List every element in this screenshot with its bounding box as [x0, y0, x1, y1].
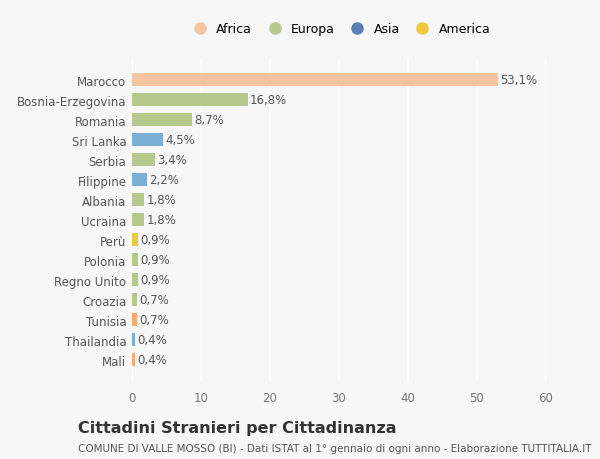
Text: 0,7%: 0,7%: [139, 313, 169, 326]
Text: Cittadini Stranieri per Cittadinanza: Cittadini Stranieri per Cittadinanza: [78, 420, 397, 435]
Bar: [132, 353, 135, 366]
Bar: [132, 94, 248, 107]
Text: 53,1%: 53,1%: [500, 74, 538, 87]
Bar: [132, 214, 145, 227]
Text: COMUNE DI VALLE MOSSO (BI) - Dati ISTAT al 1° gennaio di ogni anno - Elaborazion: COMUNE DI VALLE MOSSO (BI) - Dati ISTAT …: [78, 443, 592, 453]
Bar: [132, 313, 137, 326]
Text: 1,8%: 1,8%: [146, 214, 176, 227]
Bar: [132, 274, 138, 286]
Text: 2,2%: 2,2%: [149, 174, 179, 187]
Bar: [132, 134, 163, 147]
Text: 4,5%: 4,5%: [165, 134, 195, 147]
Text: 8,7%: 8,7%: [194, 114, 224, 127]
Bar: [132, 74, 499, 87]
Bar: [132, 114, 192, 127]
Bar: [132, 234, 138, 247]
Text: 3,4%: 3,4%: [158, 154, 187, 167]
Text: 0,4%: 0,4%: [137, 333, 167, 347]
Text: 0,9%: 0,9%: [140, 234, 170, 247]
Text: 16,8%: 16,8%: [250, 94, 287, 107]
Bar: [132, 254, 138, 267]
Bar: [132, 294, 137, 307]
Bar: [132, 154, 155, 167]
Text: 0,7%: 0,7%: [139, 294, 169, 307]
Bar: [132, 194, 145, 207]
Text: 0,9%: 0,9%: [140, 254, 170, 267]
Text: 1,8%: 1,8%: [146, 194, 176, 207]
Text: 0,4%: 0,4%: [137, 353, 167, 366]
Text: 0,9%: 0,9%: [140, 274, 170, 286]
Bar: [132, 174, 147, 187]
Legend: Africa, Europa, Asia, America: Africa, Europa, Asia, America: [185, 21, 493, 39]
Bar: [132, 334, 135, 347]
